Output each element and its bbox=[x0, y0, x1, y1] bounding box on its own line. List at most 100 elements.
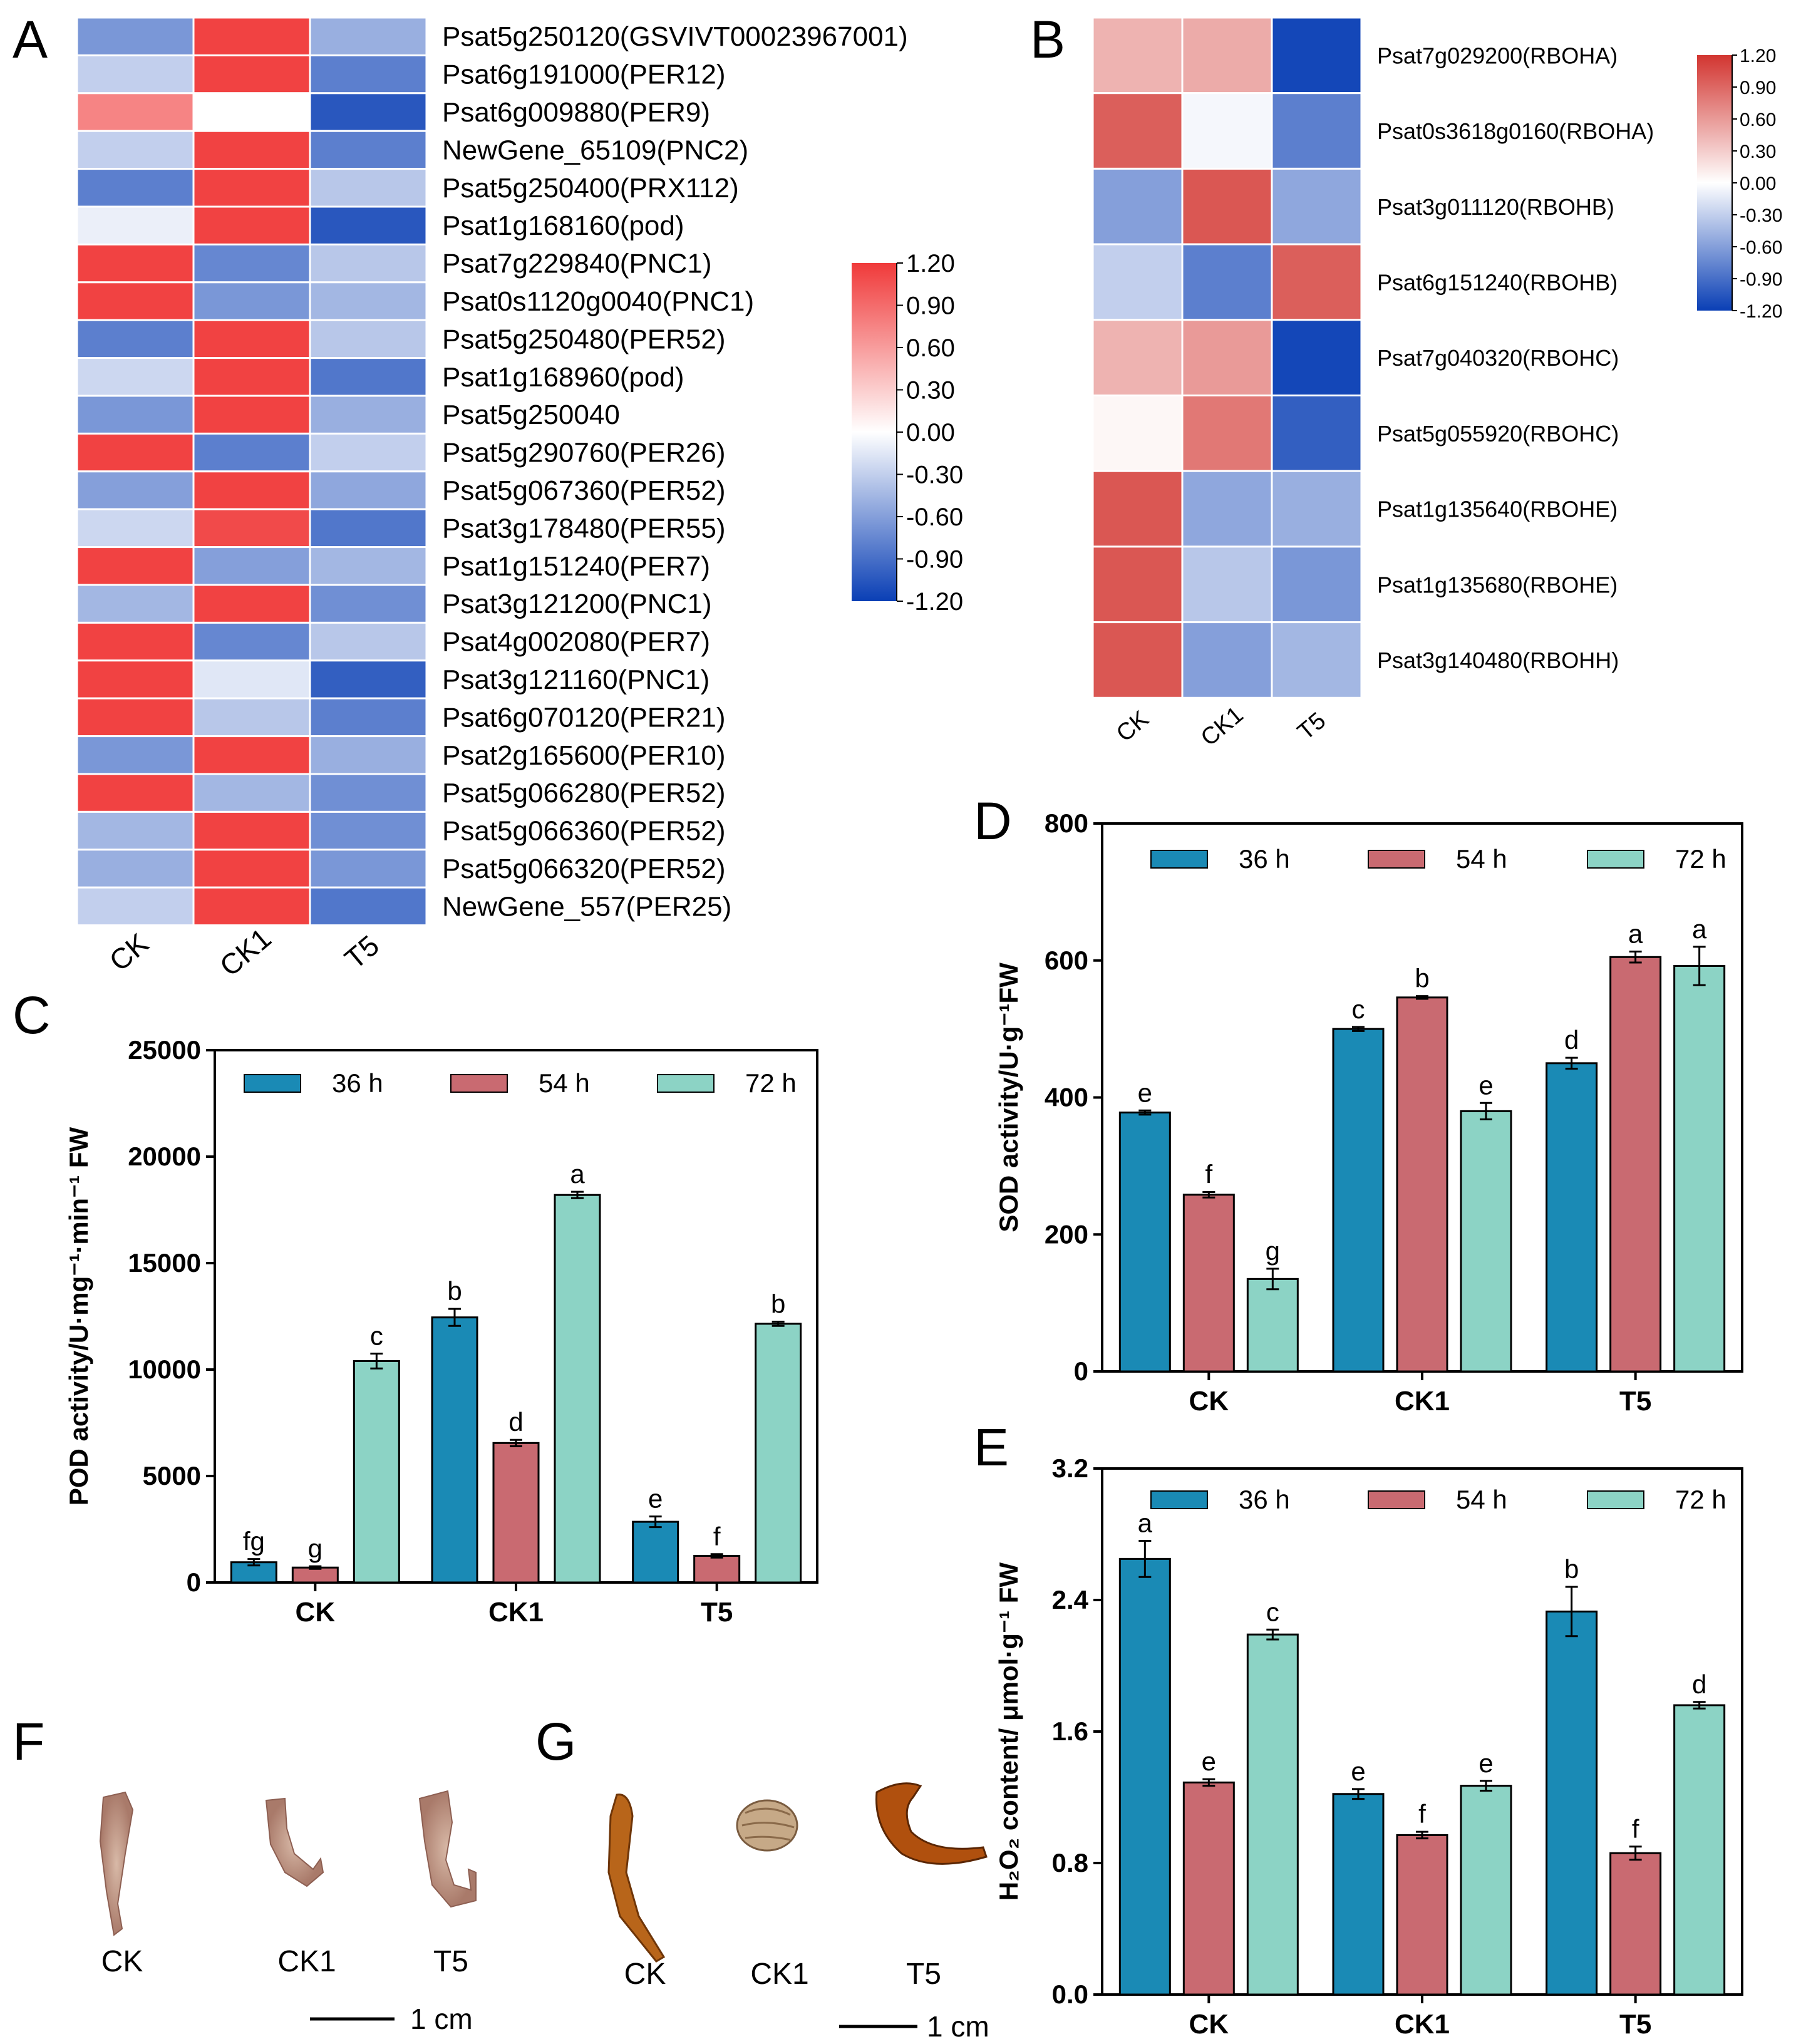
chart-d-ytick-label: 0 bbox=[1074, 1356, 1088, 1386]
heatmap-a-row-label: Psat5g250040 bbox=[442, 400, 620, 430]
chart-c-bar bbox=[632, 1520, 679, 1584]
heatmap-b-cell bbox=[1181, 545, 1273, 624]
heatmap-a-cell bbox=[192, 810, 311, 851]
heatmap-a-cell bbox=[76, 357, 195, 397]
chart-c-ytick-label: 5000 bbox=[143, 1461, 201, 1490]
heatmap-a-row-label: Psat3g121160(PNC1) bbox=[442, 664, 710, 695]
chart-e-bar bbox=[1673, 1704, 1726, 1996]
heatmap-a-cell bbox=[309, 773, 428, 813]
heatmap-b-row-label: Psat3g140480(RBOHH) bbox=[1377, 648, 1619, 673]
heatmap-a-cell bbox=[192, 16, 311, 56]
chart-e-ytick-label: 0.0 bbox=[1052, 1979, 1088, 2009]
specimen-g-ck1-rings bbox=[741, 1807, 795, 1841]
heatmap-a-cell bbox=[192, 773, 311, 813]
chart-d-ytick-label: 200 bbox=[1045, 1219, 1088, 1249]
heatmap-b-row-label: Psat7g040320(RBOHC) bbox=[1377, 345, 1619, 371]
chart-e-significance-letter: e bbox=[1351, 1757, 1365, 1786]
heatmap-a-col-label: CK bbox=[103, 927, 155, 978]
heatmap-a-cell bbox=[76, 168, 195, 208]
heatmap-a-cell bbox=[309, 54, 428, 95]
heatmap-a-row-label: Psat5g290760(PER26) bbox=[442, 438, 726, 468]
heatmap-a-cell bbox=[76, 281, 195, 321]
heatmap-b-cell bbox=[1271, 470, 1363, 548]
heatmap-b-cell bbox=[1091, 243, 1184, 321]
chart-d-legend-swatch bbox=[1150, 850, 1208, 869]
chart-c-xtick-label: T5 bbox=[701, 1597, 733, 1628]
chart-d-significance-letter: b bbox=[1415, 964, 1429, 993]
heatmap-a-cell bbox=[309, 849, 428, 889]
heatmap-b-cell bbox=[1181, 243, 1273, 321]
heatmap-b-colorbar-label: 0.60 bbox=[1740, 110, 1776, 130]
specimen-g-ck bbox=[607, 1794, 666, 1963]
heatmap-a-cell bbox=[192, 205, 311, 245]
heatmap-a-colorbar-label: -0.90 bbox=[906, 546, 963, 574]
chart-c-significance-letter: e bbox=[648, 1484, 663, 1514]
chart-e-bar bbox=[1332, 1793, 1385, 1996]
heatmap-a-colorbar-label: 0.90 bbox=[906, 292, 955, 320]
heatmap-b-cell bbox=[1091, 167, 1184, 245]
heatmap-b-cell bbox=[1091, 319, 1184, 396]
chart-d-bar bbox=[1460, 1110, 1512, 1373]
heatmap-b-cell bbox=[1181, 167, 1273, 245]
heatmap-a-cell bbox=[309, 697, 428, 738]
chart-c-xtick-label: CK1 bbox=[488, 1597, 544, 1628]
panel-label-g: G bbox=[535, 1712, 576, 1771]
heatmap-a-cell bbox=[192, 470, 311, 510]
chart-e-legend-swatch bbox=[1368, 1490, 1425, 1509]
chart-d-ytick-label: 800 bbox=[1045, 808, 1088, 838]
heatmap-a-cell bbox=[76, 697, 195, 738]
heatmap-a-cell bbox=[309, 395, 428, 435]
heatmap-a-cell bbox=[76, 130, 195, 170]
heatmap-a-cell bbox=[309, 281, 428, 321]
heatmap-b-col-label: CK bbox=[1112, 706, 1153, 747]
chart-e-xtick-label: CK1 bbox=[1395, 2009, 1450, 2040]
chart-d-significance-letter: d bbox=[1564, 1025, 1579, 1055]
chart-c-significance-letter: fg bbox=[243, 1527, 265, 1556]
chart-d-legend-swatch bbox=[1587, 850, 1644, 869]
heatmap-b-cell bbox=[1271, 16, 1363, 95]
heatmap-a-cell bbox=[192, 621, 311, 662]
chart-c-legend-swatch bbox=[657, 1074, 715, 1093]
panel-label-b: B bbox=[1030, 10, 1065, 69]
heatmap-b-row-label: Psat5g055920(RBOHC) bbox=[1377, 421, 1619, 446]
chart-d-legend-swatch bbox=[1368, 850, 1425, 869]
photo-f-label-t5: T5 bbox=[433, 1945, 468, 1978]
heatmap-b-row-label: Psat1g135640(RBOHE) bbox=[1377, 497, 1618, 522]
chart-c-legend-swatch bbox=[244, 1074, 301, 1093]
chart-d-ylabel: SOD activity/U·g⁻¹FW bbox=[994, 963, 1023, 1232]
specimen-f-ck bbox=[99, 1791, 134, 1936]
photo-g-label-ck: CK bbox=[624, 1958, 666, 1991]
heatmap-a-colorbar-label: -0.30 bbox=[906, 462, 963, 489]
scale-bar-g-label: 1 cm bbox=[927, 2010, 989, 2043]
chart-e-bar bbox=[1396, 1834, 1448, 1996]
chart-d-significance-letter: e bbox=[1138, 1078, 1152, 1107]
chart-c-significance-letter: c bbox=[370, 1321, 383, 1351]
heatmap-b-cell bbox=[1181, 319, 1273, 396]
heatmap-a-cell bbox=[76, 849, 195, 889]
bar-chart-e: 0.0 0.8 1.6 2.4 3.2 CK a e c CK1 e f e T5 b f d 36 h 54 h 7… bbox=[994, 1453, 1743, 2040]
chart-d-legend-label: 36 h bbox=[1239, 844, 1290, 874]
panel-label-d: D bbox=[974, 792, 1012, 850]
chart-c-bar bbox=[492, 1442, 540, 1584]
heatmap-a-cell bbox=[192, 659, 311, 699]
chart-e-significance-letter: f bbox=[1632, 1814, 1639, 1844]
chart-e-bar bbox=[1118, 1557, 1171, 1996]
heatmap-a-cell bbox=[76, 243, 195, 284]
chart-e-bar bbox=[1246, 1633, 1299, 1996]
heatmap-b-cell bbox=[1181, 92, 1273, 170]
heatmap-a-cell bbox=[76, 432, 195, 473]
chart-d-significance-letter: c bbox=[1352, 994, 1365, 1024]
heatmap-b-colorbar-label: 0.00 bbox=[1740, 173, 1776, 194]
heatmap-b-cell bbox=[1181, 470, 1273, 548]
chart-e-bar bbox=[1546, 1610, 1598, 1996]
specimen-f-t5 bbox=[418, 1790, 477, 1908]
chart-d-bar bbox=[1246, 1278, 1299, 1373]
photo-f-label-ck: CK bbox=[101, 1945, 143, 1978]
heatmap-a-cell bbox=[76, 205, 195, 245]
heatmap-a-cell bbox=[309, 243, 428, 284]
heatmap-a-row-label: Psat3g178480(PER55) bbox=[442, 513, 726, 544]
heatmap-b-cell bbox=[1181, 16, 1273, 95]
specimen-g-t5 bbox=[875, 1782, 988, 1865]
heatmap-a-cell bbox=[192, 735, 311, 775]
chart-d-bar bbox=[1182, 1194, 1235, 1373]
